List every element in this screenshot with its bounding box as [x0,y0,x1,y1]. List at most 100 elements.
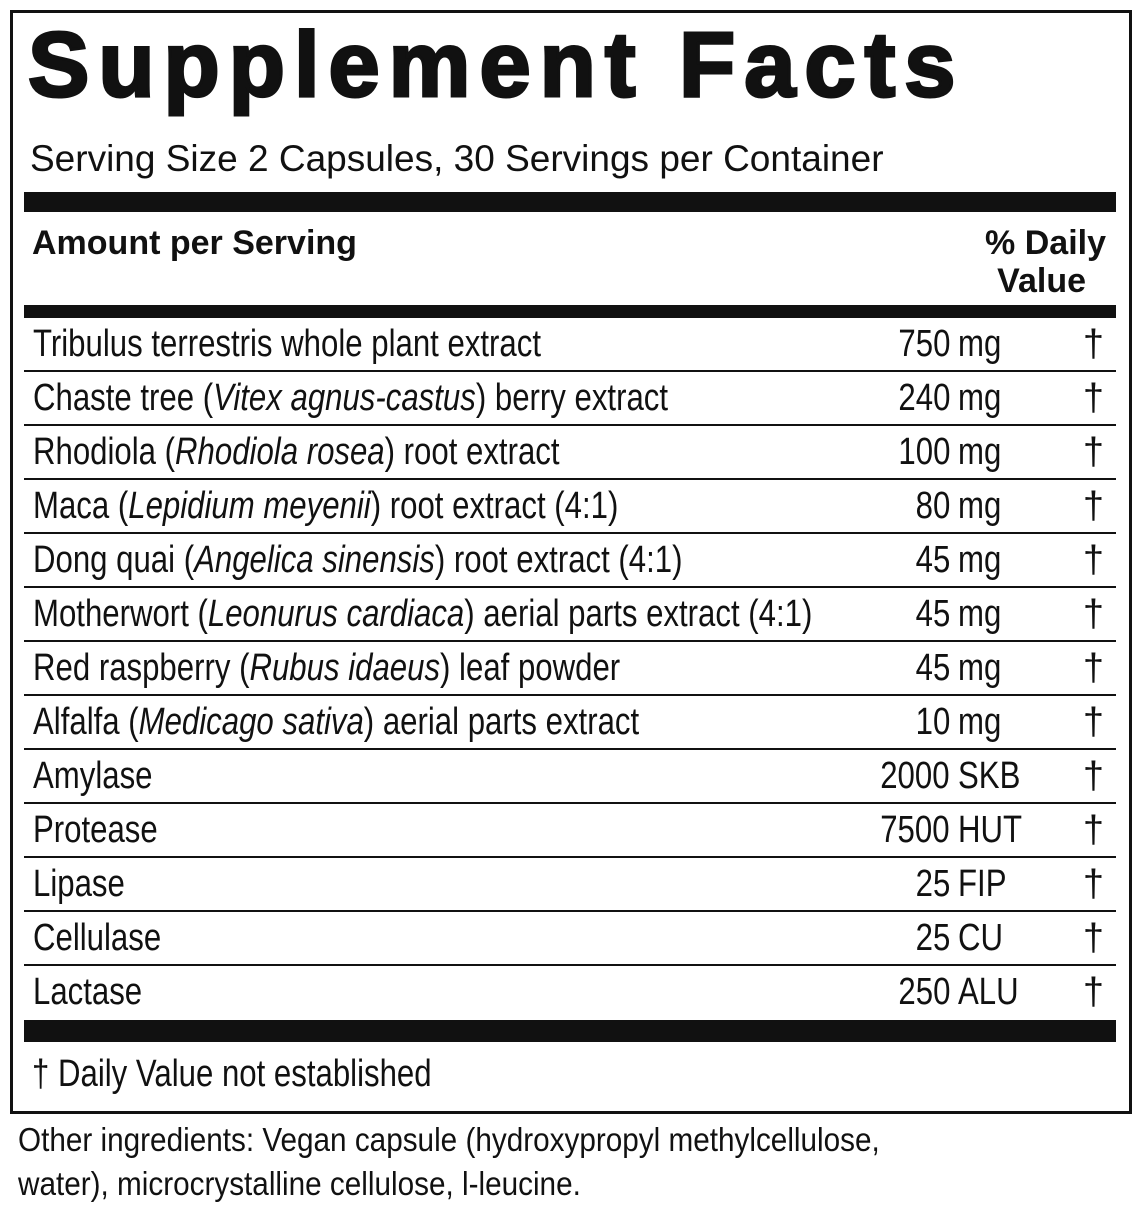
name-part: Chaste tree ( [33,377,214,419]
ingredient-name: Dong quai (Angelica sinensis) root extra… [33,534,682,586]
facts-row: Alfalfa (Medicago sativa) aerial parts e… [24,696,1116,750]
daily-value: † [1082,593,1104,635]
name-part: Angelica sinensis [194,539,435,581]
facts-row: Cellulase 25 CU † [24,912,1116,966]
name-part: Red raspberry ( [33,647,250,689]
name-part: Dong quai ( [33,539,195,581]
name-part: Rubus idaeus [249,647,441,689]
ingredient-name: Rhodiola (Rhodiola rosea) root extract [33,426,560,478]
name-part: Vitex agnus-castus [213,377,476,419]
ingredient-name: Protease [33,804,158,856]
facts-row: Lipase 25 FIP † [24,858,1116,912]
daily-value: † [1082,485,1104,527]
amount-header: Amount per Serving [32,224,357,262]
amount: 80 [915,485,950,527]
name-part: Leonurus cardiaca [207,593,465,635]
amount: 45 [915,539,950,581]
ingredient-name: Chaste tree (Vitex agnus-castus) berry e… [33,372,668,424]
daily-value-header: % Daily Value [985,224,1106,300]
name-part: ) root extract (4:1) [434,539,683,581]
name-part: Cellulase [33,917,162,959]
amount: 750 [898,323,950,365]
daily-value: † [1082,539,1104,581]
ingredient-name: Lactase [33,966,142,1018]
daily-value: † [1082,863,1104,905]
ingredient-name: Tribulus terrestris whole plant extract [33,318,541,370]
unit: FIP [958,863,1007,905]
facts-row: Red raspberry (Rubus idaeus) leaf powder… [24,642,1116,696]
amount: 7500 [880,809,950,851]
daily-value: † [1082,647,1104,689]
amount: 250 [898,971,950,1013]
name-part: Lactase [33,971,143,1013]
unit: mg [958,323,1002,365]
name-part: Rhodiola rosea [175,431,385,473]
amount: 10 [915,701,950,743]
amount: 240 [898,377,950,419]
name-part: Tribulus terrestris whole plant extract [33,323,541,365]
facts-row: Chaste tree (Vitex agnus-castus) berry e… [24,372,1116,426]
name-part: Amylase [33,755,153,797]
name-part: ) berry extract [475,377,669,419]
name-part: Rhodiola ( [33,431,176,473]
ingredient-name: Red raspberry (Rubus idaeus) leaf powder [33,642,620,694]
footnote-text: † Daily Value not established [32,1053,432,1095]
name-part: ) aerial parts extract (4:1) [464,593,813,635]
unit: mg [958,431,1002,473]
unit: ALU [958,971,1019,1013]
name-part: Lipase [33,863,125,905]
unit: HUT [958,809,1023,851]
unit: mg [958,647,1002,689]
footnote: † Daily Value not established [32,1050,519,1098]
facts-row: Protease 7500 HUT † [24,804,1116,858]
amount: 25 [915,863,950,905]
amount: 2000 [880,755,950,797]
daily-value-line: Value [997,262,1086,300]
medium-rule [24,305,1116,318]
unit: mg [958,539,1002,581]
thick-rule [24,1020,1116,1042]
daily-value: † [1082,971,1104,1013]
name-part: ) aerial parts extract [363,701,640,743]
daily-value: † [1082,755,1104,797]
ingredient-name: Maca (Lepidium meyenii) root extract (4:… [33,480,618,532]
unit: mg [958,377,1002,419]
name-part: Medicago sativa [138,701,364,743]
facts-row: Rhodiola (Rhodiola rosea) root extract 10… [24,426,1116,480]
ingredient-name: Cellulase [33,912,161,964]
ingredient-name: Alfalfa (Medicago sativa) aerial parts e… [33,696,639,748]
daily-value: † [1082,377,1104,419]
label-title: Supplement Facts [26,13,965,118]
daily-value: † [1082,809,1104,851]
daily-value: † [1082,323,1104,365]
facts-row: Motherwort (Leonurus cardiaca) aerial pa… [24,588,1116,642]
name-part: ) root extract [384,431,560,473]
daily-value: † [1082,431,1104,473]
name-part: ) root extract (4:1) [370,485,619,527]
unit: mg [958,701,1002,743]
amount: 45 [915,593,950,635]
name-part: Maca ( [33,485,129,527]
name-part: Lepidium meyenii [128,485,371,527]
ingredient-name: Motherwort (Leonurus cardiaca) aerial pa… [33,588,812,640]
ingredient-name: Lipase [33,858,125,910]
facts-row: Dong quai (Angelica sinensis) root extra… [24,534,1116,588]
amount: 45 [915,647,950,689]
serving-size: Serving Size 2 Capsules, 30 Servings per… [30,138,884,179]
label-box [10,10,1132,1114]
facts-row: Maca (Lepidium meyenii) root extract (4:… [24,480,1116,534]
ingredient-name: Amylase [33,750,152,802]
facts-row: Lactase 250 ALU † [24,966,1116,1020]
unit: mg [958,593,1002,635]
daily-value: † [1082,701,1104,743]
other-ingredients: water), microcrystalline cellulose, l-le… [18,1165,581,1202]
facts-row: Amylase 2000 SKB † [24,750,1116,804]
daily-value-line: % Daily [985,224,1106,262]
other-ingredients: Other ingredients: Vegan capsule (hydrox… [18,1121,880,1158]
daily-value: † [1082,917,1104,959]
facts-row: Tribulus terrestris whole plant extract 7… [24,318,1116,372]
unit: SKB [958,755,1021,797]
amount: 25 [915,917,950,959]
amount: 100 [898,431,950,473]
